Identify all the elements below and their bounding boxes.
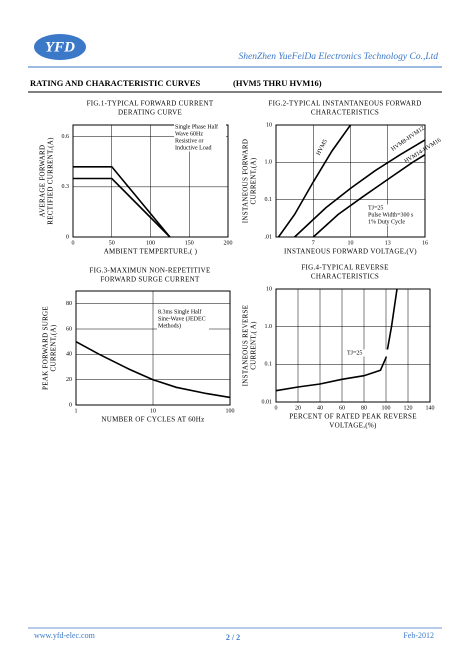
annotation: 1% Duty Cycle: [368, 219, 405, 225]
y-tick-label: 0: [66, 234, 69, 240]
x-tick-label: 20: [295, 405, 301, 411]
footer-date: Feb-2012: [403, 631, 434, 640]
x-axis-label: VOLTAGE,(%): [329, 422, 377, 430]
x-tick-label: 10: [150, 408, 156, 414]
logo-badge: [34, 34, 86, 60]
y-axis-label: CURRENT,( A): [250, 321, 258, 370]
x-tick-label: 120: [404, 405, 413, 411]
y-tick-label: 0.6: [62, 134, 70, 140]
y-tick-label: 80: [66, 301, 72, 307]
x-tick-label: 80: [361, 405, 367, 411]
plot-frame: [72, 124, 229, 238]
annotation: Wave 60Hz: [175, 131, 203, 137]
x-tick-label: 7: [312, 240, 315, 246]
curve: [275, 288, 398, 392]
x-tick-label: 100: [226, 408, 235, 414]
y-tick-label: 40: [66, 352, 72, 358]
chart-title: DERATING CURVE: [118, 109, 182, 117]
curve: [312, 154, 426, 238]
x-tick-label: 50: [109, 240, 115, 246]
x-tick-label: 1: [75, 408, 78, 414]
y-tick-label: 10: [266, 122, 272, 128]
x-tick-label: 13: [385, 240, 391, 246]
y-axis-label: AVERAGE FORWARD: [39, 145, 47, 218]
y-tick-label: 60: [66, 326, 72, 332]
annotation-bg: [157, 315, 209, 323]
annotation-bg: [157, 308, 209, 316]
annotation: 8.3ms Single Half: [158, 308, 202, 315]
x-tick-label: 140: [426, 405, 435, 411]
annotation: Inductive Load: [175, 145, 212, 151]
x-axis-label: AMBIENT TEMPERTURE,( ): [104, 248, 198, 256]
logo: YFD: [45, 39, 75, 55]
annotation: TJ=25: [347, 350, 362, 356]
y-tick-label: 0: [69, 402, 72, 408]
doc-parts: (HVM5 THRU HVM16): [233, 78, 322, 88]
curve: [75, 340, 231, 399]
annotation-bg: [174, 123, 226, 131]
footer-page: 2 / 2: [226, 633, 240, 642]
y-axis-label: INSTANEOUS FORWARD: [242, 139, 250, 223]
annotation: Single Phase Half: [175, 123, 218, 130]
y-axis-label: CURRENT,(A): [250, 157, 258, 204]
y-tick-label: 0.1: [265, 197, 273, 203]
y-tick-label: 20: [66, 377, 72, 383]
chart-title: FIG.1-TYPICAL FORWARD CURRENT: [87, 100, 214, 108]
chart-title: FIG.4-TYPICAL REVERSE: [301, 264, 388, 272]
x-axis-label: NUMBER OF CYCLES AT 60Hz: [101, 416, 204, 424]
annotation: TJ=25: [368, 205, 383, 211]
annotation: Methods): [158, 322, 181, 329]
x-tick-label: 100: [382, 405, 391, 411]
y-tick-label: 10: [266, 286, 272, 292]
x-tick-label: 16: [422, 240, 428, 246]
annotation-bg: [367, 204, 419, 212]
x-tick-label: 100: [146, 240, 155, 246]
chart-title: CHARACTERISTICS: [311, 273, 379, 281]
annotation: Pulse Width=300 s: [368, 212, 414, 218]
y-tick-label: 0.3: [62, 184, 70, 190]
curve: [294, 139, 426, 238]
x-tick-label: 150: [185, 240, 194, 246]
x-tick-label: 60: [339, 405, 345, 411]
y-tick-label: 1.0: [265, 324, 273, 330]
x-tick-label: 40: [317, 405, 323, 411]
chart-title: FIG.2-TYPICAL INSTANTANEOUS FORWARD: [268, 100, 421, 108]
y-axis-label: CURRENT,(A): [50, 324, 58, 371]
curve-label: HVM5: [316, 139, 329, 157]
curve: [73, 177, 171, 238]
curve: [73, 166, 171, 238]
y-tick-label: 0.1: [265, 362, 273, 368]
x-axis-label: INSTANEOUS FORWARD VOLTAGE,(V): [284, 248, 417, 256]
annotation-bg: [157, 322, 209, 330]
annotation: Sine-Wave (JEDEC: [158, 315, 206, 322]
curve: [277, 124, 352, 238]
x-tick-label: 200: [224, 240, 233, 246]
chart-title: CHARACTERISTICS: [311, 109, 379, 117]
annotation-bg: [367, 218, 419, 226]
x-tick-label: 10: [348, 240, 354, 246]
x-tick-label: 0: [275, 405, 278, 411]
annotation-bg: [174, 130, 226, 138]
annotation-bg: [346, 349, 398, 357]
annotation: Resistive or: [175, 138, 204, 144]
company: ShenZhen YueFeiDa Electronics Technology…: [239, 52, 439, 62]
y-tick-label: 0.01: [262, 399, 273, 405]
chart-title: FIG.3-MAXIMUN NON-REPETITIVE: [89, 267, 210, 275]
plot-frame: [75, 290, 231, 406]
y-tick-label: .01: [265, 234, 273, 240]
y-tick-label: 1.0: [265, 160, 273, 166]
x-axis-label: PERCENT OF RATED PEAK REVERSE: [289, 413, 417, 421]
y-axis-label: PEAK FORWARD SURGE: [42, 306, 50, 390]
doc-title: RATING AND CHARACTERISTIC CURVES: [30, 78, 201, 88]
annotation-bg: [174, 144, 226, 152]
annotation-bg: [367, 211, 419, 219]
plot-frame: [275, 288, 431, 403]
footer-url: www.yfd-elec.com: [34, 631, 96, 640]
chart-title: FORWARD SURGE CURRENT: [100, 276, 200, 284]
y-axis-label: RECTIFIED CURRENT,(A): [47, 137, 55, 225]
y-axis-label: INSTANEOUS REVERSE: [242, 305, 250, 387]
annotation-bg: [174, 137, 226, 145]
x-tick-label: 0: [72, 240, 75, 246]
